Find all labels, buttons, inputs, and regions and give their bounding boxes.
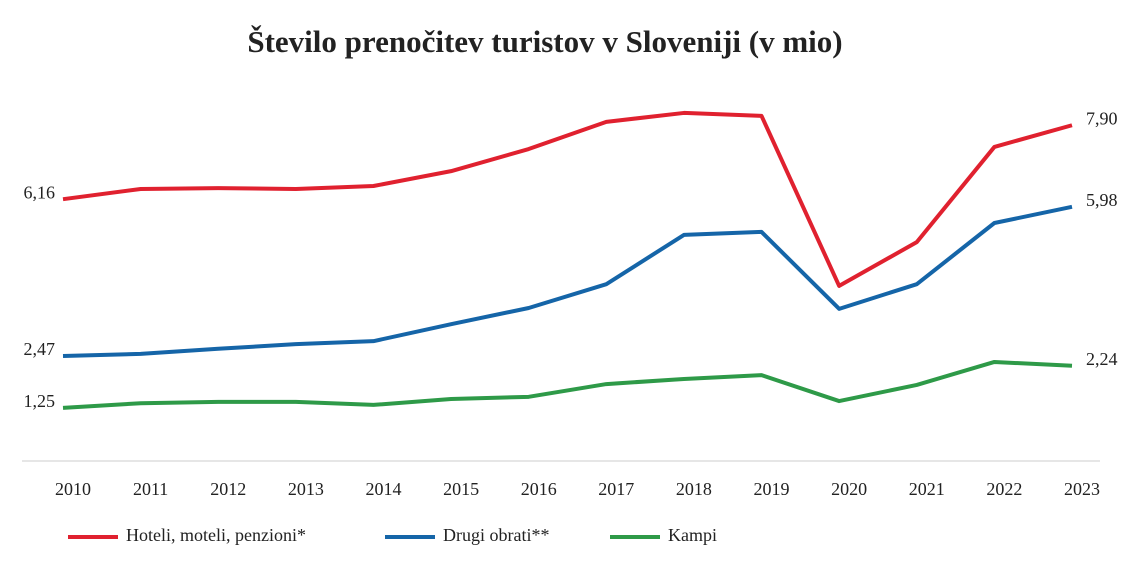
legend-label: Hoteli, moteli, penzioni* — [126, 525, 306, 545]
value-label: 2,47 — [24, 339, 56, 359]
x-tick-label: 2016 — [521, 479, 557, 499]
x-tick-label: 2011 — [133, 479, 168, 499]
x-tick-label: 2010 — [55, 479, 91, 499]
x-tick-label: 2019 — [754, 479, 790, 499]
x-tick-label: 2023 — [1064, 479, 1100, 499]
x-tick-label: 2012 — [210, 479, 246, 499]
x-tick-label: 2014 — [365, 479, 401, 499]
x-tick-label: 2022 — [986, 479, 1022, 499]
x-tick-label: 2015 — [443, 479, 479, 499]
value-label: 1,25 — [24, 391, 56, 411]
value-label: 2,24 — [1086, 349, 1118, 369]
value-label: 6,16 — [24, 182, 56, 202]
legend-label: Kampi — [668, 525, 717, 545]
value-label: 5,98 — [1086, 190, 1118, 210]
legend-label: Drugi obrati** — [443, 525, 549, 545]
chart-title: Število prenočitev turistov v Sloveniji … — [247, 24, 842, 59]
x-tick-label: 2013 — [288, 479, 324, 499]
x-tick-label: 2020 — [831, 479, 867, 499]
series-line — [62, 359, 1073, 410]
series-line — [62, 204, 1073, 359]
x-tick-label: 2017 — [598, 479, 634, 499]
x-tick-label: 2021 — [909, 479, 945, 499]
value-label: 7,90 — [1086, 108, 1118, 128]
series-line — [62, 110, 1073, 288]
x-tick-label: 2018 — [676, 479, 712, 499]
